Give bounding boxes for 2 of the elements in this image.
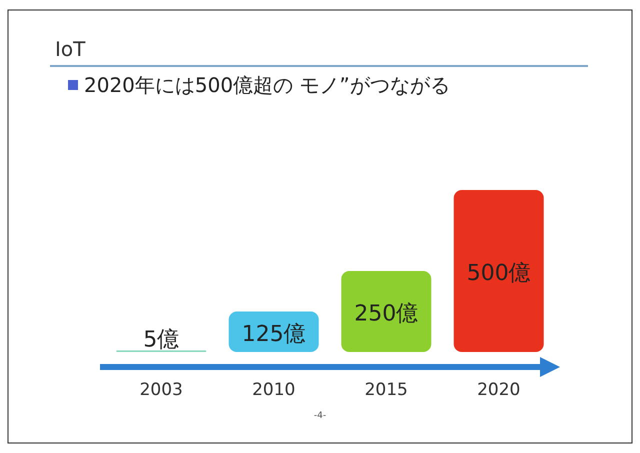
subtitle: 2020年には500億超の モノ”がつながる	[84, 73, 450, 97]
title: IoT	[55, 37, 86, 61]
